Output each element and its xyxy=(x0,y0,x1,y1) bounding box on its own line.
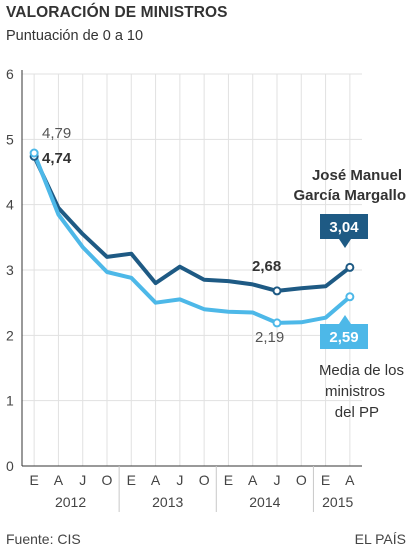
brand-logo-text: EL PAÍS xyxy=(354,531,406,547)
media-start-label: 4,79 xyxy=(42,125,71,142)
media-name-line3: del PP xyxy=(335,404,379,421)
data-point xyxy=(345,292,355,302)
y-tick-label: 4 xyxy=(6,197,14,213)
y-tick-label: 6 xyxy=(6,66,14,82)
x-tick-label: J xyxy=(79,472,86,488)
margallo-end-badge-pointer xyxy=(339,239,351,248)
margallo-name-line1: José Manuel xyxy=(312,167,402,184)
series-lines xyxy=(29,148,355,328)
margallo-line xyxy=(32,154,352,293)
chart-title: VALORACIÓN DE MINISTROS xyxy=(6,4,228,21)
data-labels: 4,74 4,79 2,68 2,19 José Manuel García M… xyxy=(42,125,406,421)
grid-lines xyxy=(22,73,362,466)
x-tick-label: E xyxy=(224,472,233,488)
margallo-name-line2: García Margallo xyxy=(293,187,406,204)
x-tick-label: E xyxy=(127,472,136,488)
x-tick-label: J xyxy=(176,472,183,488)
x-tick-label: O xyxy=(102,472,113,488)
year-label: 2014 xyxy=(249,494,280,510)
data-point xyxy=(345,262,355,272)
margallo-end-label: 3,04 xyxy=(329,219,359,236)
y-tick-label: 0 xyxy=(6,458,14,474)
margallo-end-badge xyxy=(320,214,368,239)
source-note: Fuente: CIS xyxy=(6,531,81,547)
media-end-label: 2,59 xyxy=(329,329,358,346)
x-tick-label: A xyxy=(151,472,161,488)
x-tick-label: E xyxy=(29,472,38,488)
media-name-line1: Media de los xyxy=(319,362,404,379)
x-tick-label: A xyxy=(248,472,258,488)
year-label: 2012 xyxy=(55,494,86,510)
margallo-min-label: 2,68 xyxy=(252,258,281,275)
margallo-start-label: 4,74 xyxy=(42,150,72,167)
y-tick-label: 3 xyxy=(6,262,14,278)
media-name-line2: ministros xyxy=(325,383,385,400)
chart-subtitle: Puntuación de 0 a 10 xyxy=(6,28,144,44)
data-point xyxy=(29,148,39,158)
x-tick-label: O xyxy=(296,472,307,488)
media-line xyxy=(32,151,352,325)
x-tick-label: J xyxy=(274,472,281,488)
year-label: 2013 xyxy=(152,494,183,510)
y-tick-label: 5 xyxy=(6,131,14,147)
year-label: 2015 xyxy=(322,494,353,510)
media-end-badge xyxy=(320,324,368,349)
media-min-label: 2,19 xyxy=(255,329,284,346)
x-tick-label: O xyxy=(199,472,210,488)
x-tick-label: A xyxy=(345,472,355,488)
data-point xyxy=(272,318,282,328)
y-tick-label: 2 xyxy=(6,327,14,343)
data-point xyxy=(272,286,282,296)
media-end-badge-pointer xyxy=(339,315,351,324)
y-tick-label: 1 xyxy=(6,393,14,409)
x-tick-label: A xyxy=(54,472,64,488)
x-tick-label: E xyxy=(321,472,330,488)
